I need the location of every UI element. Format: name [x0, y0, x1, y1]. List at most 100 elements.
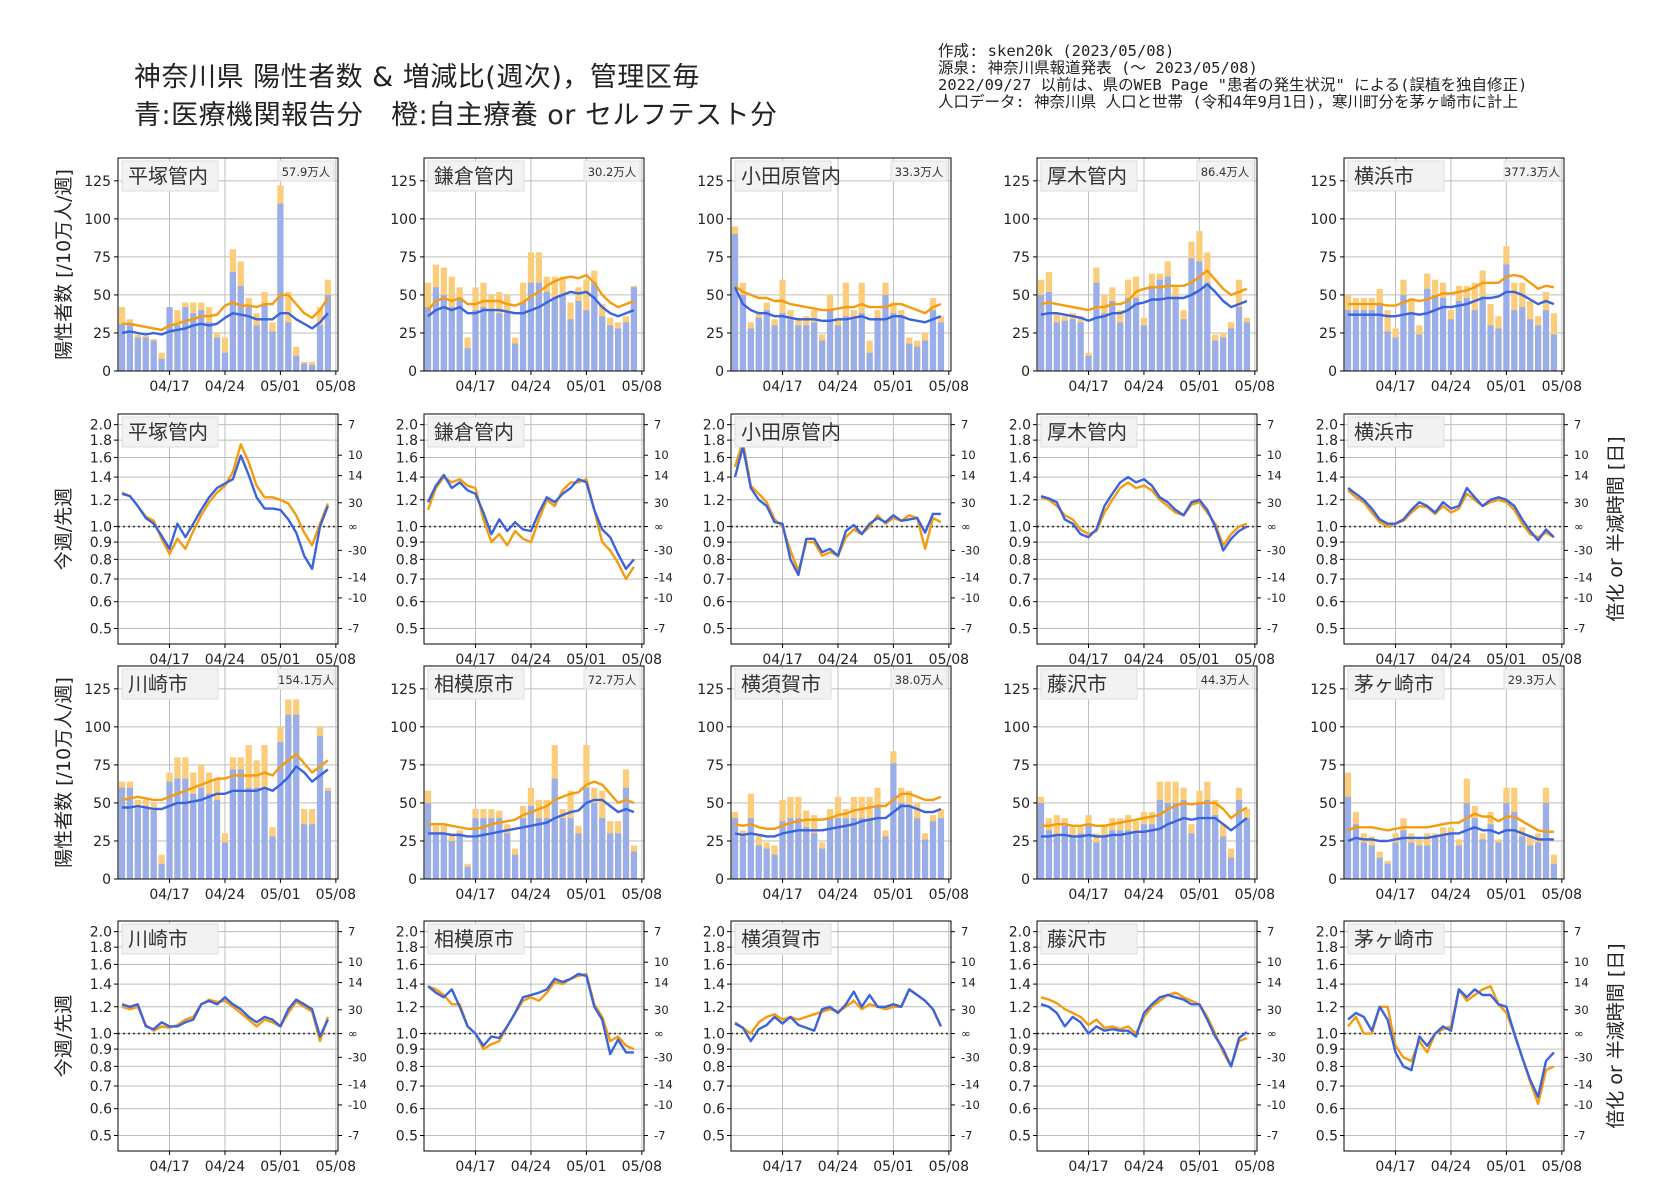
bar-medical: [1487, 325, 1494, 371]
ratio-panel-2: 0.5 0.6 0.7 0.80.91.0 1.2 1.4 1.61.82.0 -7 -10 -1…: [703, 414, 980, 668]
right-tick-label: -30: [961, 543, 980, 557]
right-tick-label: -14: [348, 571, 367, 585]
ratio-panel-frame: [423, 920, 645, 1152]
y-tick-label: 1.4: [1316, 470, 1338, 486]
bar-medical: [158, 863, 165, 879]
y-tick-label: 0.8: [90, 552, 112, 568]
y-tick-label: 0.8: [1316, 1059, 1338, 1075]
bar-medical: [1204, 282, 1211, 371]
right-tick-label: ∞: [1267, 520, 1277, 534]
y-tick-label: 1.8: [1009, 940, 1031, 956]
bar-medical: [277, 742, 284, 879]
x-tick-label: 05/08: [1542, 652, 1582, 668]
bar-medical: [1455, 845, 1462, 879]
y-tick-label: 2.0: [703, 418, 725, 434]
y-tick-label: 0.5: [1009, 1129, 1031, 1145]
bar-medical: [480, 307, 487, 371]
count-panel-8: 0 25 50 75 100 125 04/17 04/24 05/01 05/08 藤沢市 44.3…: [1003, 666, 1275, 903]
count-panel-4: 0 25 50 75 100 125 04/17 04/24 05/01 05/08 横浜市 377.…: [1310, 158, 1582, 395]
right-tick-label: 10: [1574, 955, 1589, 969]
ratio-panel-frame: [730, 413, 952, 645]
x-tick-label: 05/01: [566, 652, 606, 668]
x-tick-label: 04/17: [149, 652, 189, 668]
x-tick-label: 04/17: [149, 379, 189, 395]
bar-medical: [630, 287, 638, 371]
bar-medical: [1368, 845, 1375, 879]
y-tick-label: 1.0: [703, 1027, 725, 1043]
y-tick-label: 25: [93, 834, 111, 850]
y-tick-label: 1.6: [1316, 450, 1338, 466]
series-total-avg-line: [734, 792, 942, 830]
x-tick-label: 04/17: [762, 652, 802, 668]
y-tick-label: 25: [706, 326, 724, 342]
bar-medical: [811, 833, 818, 879]
series-ratio-medical-line: [1040, 475, 1248, 552]
y-tick-label: 100: [697, 720, 724, 736]
right-tick-label: 30: [1267, 496, 1282, 510]
y-tick-label: 0.7: [1009, 1079, 1031, 1095]
bar-medical: [527, 282, 535, 371]
x-tick-label: 05/08: [1235, 652, 1275, 668]
region-label-box: [121, 416, 219, 448]
bar-medical: [1519, 307, 1526, 371]
y-tick-label: 1.2: [703, 1000, 725, 1016]
bar-medical: [527, 805, 535, 879]
bar-medical: [190, 793, 197, 879]
right-tick-label: 10: [1574, 448, 1589, 462]
y-tick-label: 0.5: [703, 1129, 725, 1145]
y-tick-label: 2.0: [1316, 925, 1338, 941]
count-panel-frame: [1343, 665, 1565, 880]
bar-medical: [1439, 836, 1447, 879]
bar-medical: [1220, 836, 1227, 879]
region-label: 藤沢市: [1047, 672, 1107, 696]
bar-medical: [1196, 802, 1203, 879]
y-tick-label: 1.0: [1316, 520, 1338, 536]
x-tick-label: 05/08: [1235, 887, 1275, 903]
population-label: 72.7万人: [588, 673, 637, 687]
y-tick-label: 50: [1012, 288, 1030, 304]
population-label-box: [1503, 668, 1561, 690]
count-panel-5: 0 25 50 75 100 125 04/17 04/24 05/01 05/08 川崎市 154.…: [84, 666, 356, 903]
ratio-panel-frame: [1036, 920, 1258, 1152]
y-tick-label: 125: [1310, 682, 1337, 698]
bar-medical: [1471, 818, 1478, 879]
y-tick-label: 1.4: [703, 977, 725, 993]
y-tick-label: 1.0: [1316, 1027, 1338, 1043]
bar-medical: [1172, 802, 1179, 879]
ratio-right-axis-label: 倍化 or 半減時間 [日]: [1605, 436, 1627, 621]
bar-medical: [126, 787, 134, 879]
y-tick-label: 0.8: [1009, 552, 1031, 568]
bar-medical: [261, 787, 268, 879]
y-tick-label: 25: [1012, 834, 1030, 850]
bar-medical: [1045, 291, 1053, 371]
y-tick-label: 2.0: [1009, 925, 1031, 941]
bar-medical: [1061, 825, 1068, 879]
right-tick-label: ∞: [1267, 1027, 1277, 1041]
y-tick-label: 1.8: [1009, 433, 1031, 449]
bar-medical: [472, 310, 479, 371]
bar-medical: [1077, 322, 1084, 371]
bar-medical: [213, 799, 221, 879]
x-tick-label: 05/01: [566, 1159, 606, 1175]
bar-medical: [567, 818, 574, 879]
bar-medical: [440, 833, 447, 879]
y-tick-label: 0.7: [703, 1079, 725, 1095]
y-tick-label: 1.8: [1316, 433, 1338, 449]
bar-medical: [245, 307, 252, 371]
y-tick-label: 1.6: [396, 450, 418, 466]
region-label-box: [121, 923, 219, 955]
bar-medical: [567, 319, 574, 371]
bar-medical: [237, 285, 244, 371]
right-tick-label: -14: [348, 1078, 367, 1092]
y-tick-label: 125: [390, 174, 417, 190]
right-tick-label: -10: [654, 591, 673, 605]
x-tick-label: 05/08: [622, 1159, 662, 1175]
right-tick-label: 10: [348, 448, 363, 462]
bar-medical: [253, 787, 260, 879]
bar-medical: [1204, 799, 1211, 879]
bar-medical: [316, 735, 324, 879]
bar-medical: [858, 818, 865, 879]
x-tick-label: 04/17: [1375, 1159, 1415, 1175]
bar-medical: [1447, 833, 1455, 879]
y-tick-label: 0.5: [1009, 622, 1031, 638]
